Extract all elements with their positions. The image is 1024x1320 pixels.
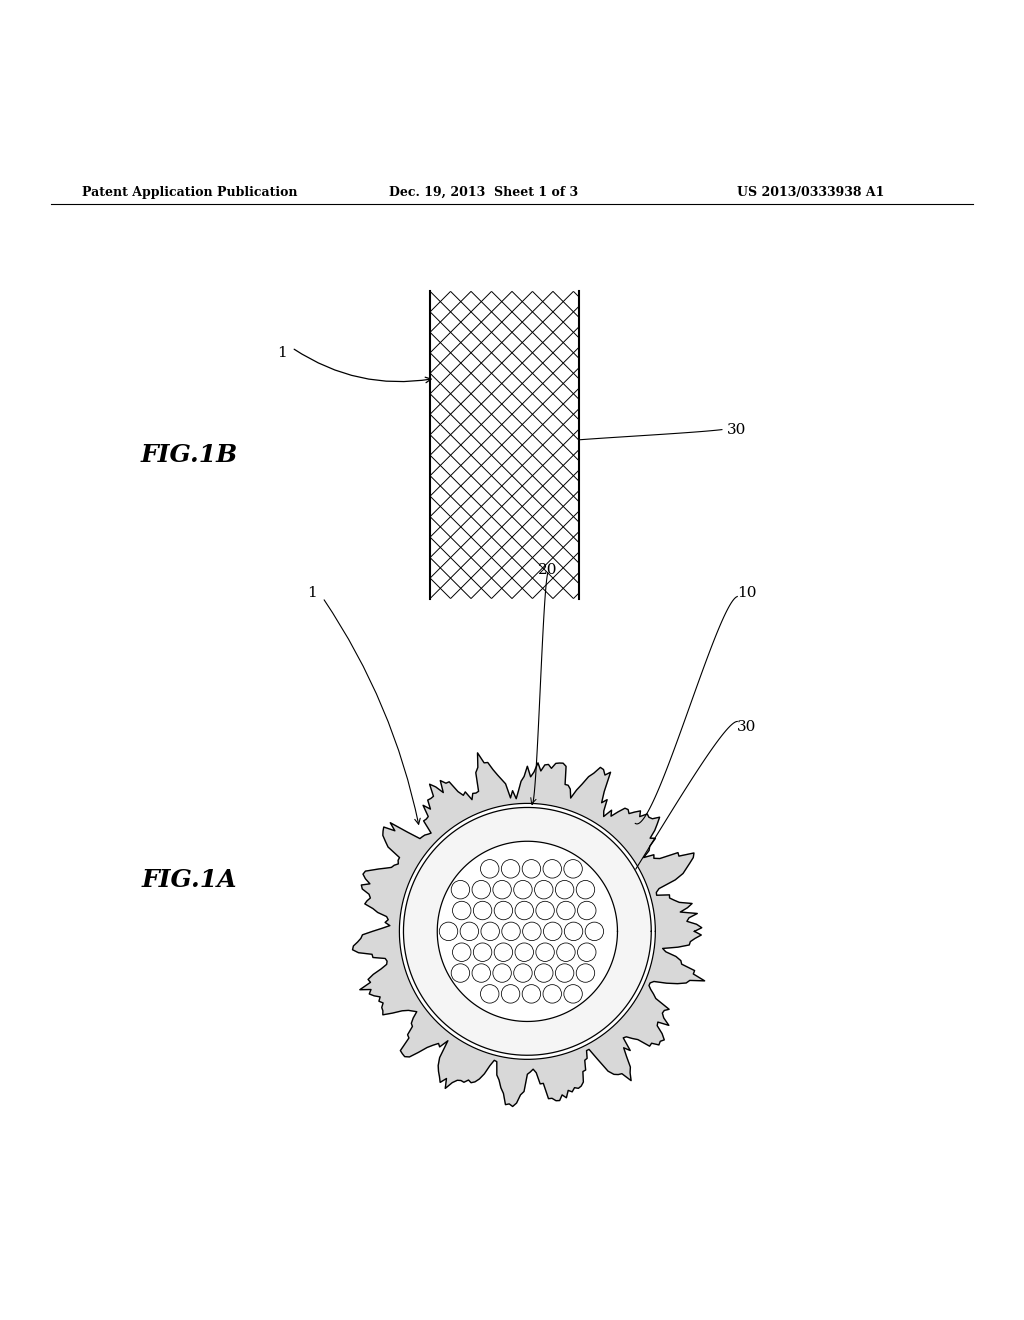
Text: 30: 30: [737, 719, 757, 734]
Text: 30: 30: [727, 422, 746, 437]
Polygon shape: [399, 804, 655, 1060]
Text: Dec. 19, 2013  Sheet 1 of 3: Dec. 19, 2013 Sheet 1 of 3: [389, 186, 579, 199]
Polygon shape: [403, 808, 651, 1055]
Polygon shape: [352, 752, 705, 1106]
Text: 1: 1: [276, 346, 287, 360]
Text: FIG.1A: FIG.1A: [141, 869, 238, 892]
Text: FIG.1B: FIG.1B: [141, 444, 238, 467]
Text: US 2013/0333938 A1: US 2013/0333938 A1: [737, 186, 885, 199]
Text: 1: 1: [307, 586, 317, 601]
Text: Patent Application Publication: Patent Application Publication: [82, 186, 297, 199]
Polygon shape: [437, 841, 617, 1022]
Text: 20: 20: [538, 562, 557, 577]
Text: 10: 10: [737, 586, 757, 601]
